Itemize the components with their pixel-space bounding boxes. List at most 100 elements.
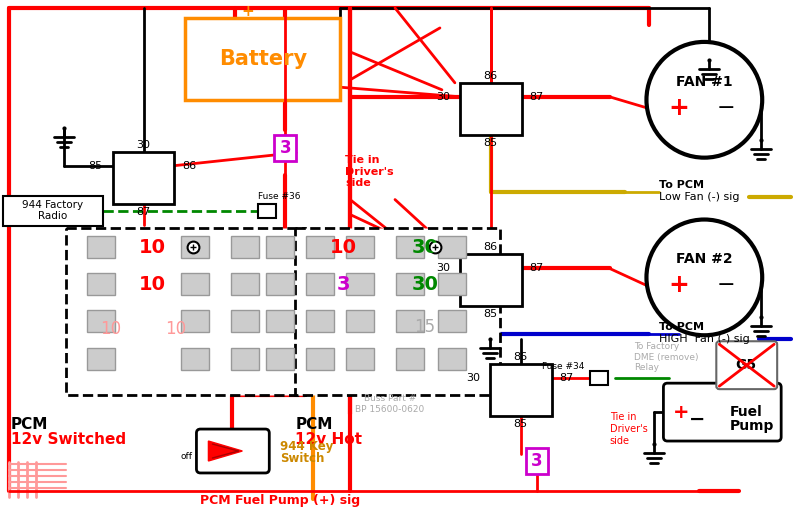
Bar [396, 348, 424, 370]
Text: 87: 87 [559, 373, 574, 383]
Bar [460, 254, 522, 306]
Bar [438, 348, 466, 370]
Text: −: − [690, 410, 706, 429]
Bar [590, 371, 607, 385]
Bar [86, 237, 114, 259]
Text: Tie in
Driver's
side: Tie in Driver's side [610, 412, 647, 446]
Bar [295, 228, 500, 395]
Bar [396, 273, 424, 295]
Text: Fuse #34: Fuse #34 [543, 362, 585, 371]
Text: 30: 30 [137, 139, 150, 150]
Bar [438, 237, 466, 259]
Bar [181, 237, 209, 259]
Bar [306, 237, 334, 259]
Bar [113, 152, 174, 204]
Text: 86: 86 [483, 71, 498, 81]
Text: 944 Key: 944 Key [280, 440, 334, 453]
Text: 30: 30 [411, 275, 439, 294]
Bar [86, 310, 114, 332]
Bar [460, 83, 522, 135]
Bar [438, 310, 466, 332]
Text: To Factory
DME (remove)
Relay: To Factory DME (remove) Relay [634, 343, 699, 372]
Bar [346, 348, 374, 370]
Text: 85: 85 [89, 161, 102, 171]
Text: +: + [241, 5, 254, 19]
Bar [266, 273, 294, 295]
Bar [396, 310, 424, 332]
Text: G5: G5 [736, 358, 757, 372]
Text: 85: 85 [514, 419, 528, 429]
Text: Low Fan (-) sig: Low Fan (-) sig [659, 191, 740, 202]
Polygon shape [209, 441, 242, 461]
Bar [232, 237, 260, 259]
Text: 86: 86 [182, 161, 197, 171]
Text: FAN #1: FAN #1 [676, 75, 733, 89]
Bar [306, 348, 334, 370]
Circle shape [646, 219, 762, 335]
Text: 30: 30 [436, 264, 450, 273]
Text: 85: 85 [483, 138, 498, 148]
Bar [346, 273, 374, 295]
Text: 86: 86 [483, 242, 498, 252]
Text: Fuse #36: Fuse #36 [258, 192, 300, 201]
Text: 12v Hot: 12v Hot [295, 432, 362, 446]
Bar [266, 310, 294, 332]
Text: 87: 87 [137, 207, 151, 216]
Text: 944 Factory
Radio: 944 Factory Radio [22, 200, 83, 221]
Bar [306, 310, 334, 332]
Text: 30: 30 [411, 238, 439, 257]
Bar [396, 237, 424, 259]
Text: +: + [668, 273, 689, 297]
Text: PCM Fuel Pump (+) sig: PCM Fuel Pump (+) sig [201, 494, 360, 507]
Bar [306, 273, 334, 295]
Text: PCM: PCM [11, 416, 48, 432]
Text: 12v Switched: 12v Switched [11, 432, 126, 446]
Text: FAN #2: FAN #2 [676, 252, 733, 266]
FancyBboxPatch shape [663, 383, 781, 441]
Text: HIGH  Fan (-) sig: HIGH Fan (-) sig [659, 334, 750, 344]
Bar [258, 204, 276, 217]
Bar [438, 273, 466, 295]
Text: To PCM: To PCM [659, 180, 705, 189]
Text: 30: 30 [466, 373, 480, 383]
Text: Pump: Pump [729, 419, 773, 433]
Text: 10: 10 [139, 275, 166, 294]
Bar [66, 228, 305, 395]
Text: 10: 10 [139, 238, 166, 257]
Text: Fuel: Fuel [729, 405, 762, 419]
Text: 15: 15 [415, 318, 435, 336]
Text: 85: 85 [483, 309, 498, 319]
Text: 10: 10 [100, 320, 121, 338]
Text: 3: 3 [336, 275, 350, 294]
Text: 30: 30 [436, 92, 450, 102]
Text: 86: 86 [514, 352, 528, 362]
Bar [274, 135, 296, 161]
Bar [3, 195, 102, 225]
Text: Buss Part #
BP 15600-0620: Buss Part # BP 15600-0620 [356, 394, 424, 414]
Text: +: + [673, 403, 690, 421]
Text: 3: 3 [280, 138, 291, 157]
Bar [181, 310, 209, 332]
Bar [266, 237, 294, 259]
Text: −: − [717, 98, 736, 118]
Text: −: − [717, 275, 736, 295]
Bar [232, 273, 260, 295]
Bar [266, 348, 294, 370]
Bar [181, 273, 209, 295]
Text: Switch: Switch [280, 453, 324, 466]
Bar [185, 18, 340, 100]
Text: PCM: PCM [295, 416, 332, 432]
Text: off: off [181, 451, 193, 461]
Text: 3: 3 [531, 452, 543, 470]
Bar [86, 273, 114, 295]
Bar [232, 310, 260, 332]
Text: 10: 10 [330, 238, 356, 257]
FancyBboxPatch shape [197, 429, 269, 473]
Text: 87: 87 [530, 92, 544, 102]
Text: 10: 10 [165, 320, 186, 338]
Bar [490, 364, 551, 416]
Text: Battery: Battery [219, 49, 307, 69]
Circle shape [646, 42, 762, 158]
Text: +: + [668, 96, 689, 120]
Bar [181, 348, 209, 370]
